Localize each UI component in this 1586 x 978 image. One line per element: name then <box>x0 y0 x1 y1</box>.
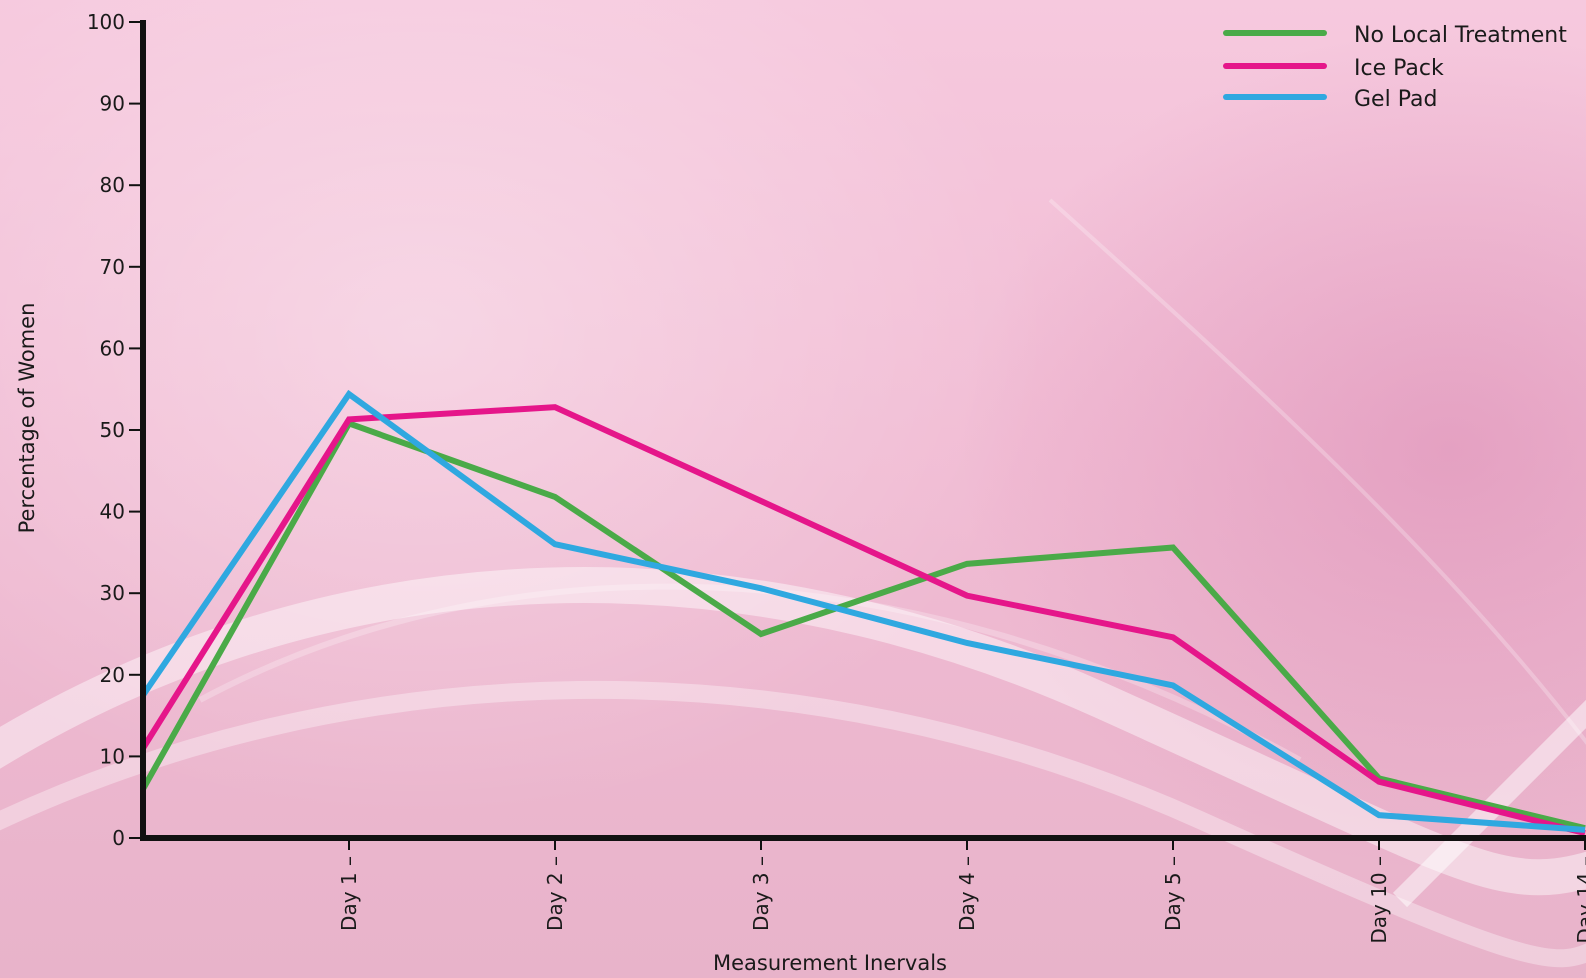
y-tick-label-90: 90 <box>100 92 125 116</box>
x-tick-label-day-3: Day 3 – <box>749 856 773 931</box>
x-tick-label-day-2: Day 2 – <box>543 856 567 931</box>
y-axis-ticks: 0 10 20 30 40 50 60 70 80 90 100 <box>87 10 143 850</box>
x-tick-label-day-4: Day 4 – <box>955 856 979 931</box>
y-tick-label-10: 10 <box>100 744 125 768</box>
legend-label-no-local-treatment: No Local Treatment <box>1354 23 1567 48</box>
y-tick-label-100: 100 <box>87 10 125 34</box>
y-tick-label-40: 40 <box>100 500 125 524</box>
series-line-no-local-treatment <box>140 419 1586 832</box>
x-tick-label-day-5: Day 5 – <box>1161 856 1185 931</box>
y-tick-label-80: 80 <box>100 173 125 197</box>
series-lines <box>140 389 1586 837</box>
y-tick-label-60: 60 <box>100 336 125 360</box>
x-axis-title: Measurement Inervals <box>713 951 947 975</box>
y-tick-label-0: 0 <box>112 826 125 850</box>
legend-label-gel-pad: Gel Pad <box>1354 87 1437 112</box>
y-tick-label-20: 20 <box>100 663 125 687</box>
x-tick-label-day-14: Day 14 – <box>1573 856 1586 944</box>
y-tick-label-50: 50 <box>100 418 125 442</box>
legend: No Local Treatment Ice Pack Gel Pad <box>1223 23 1567 112</box>
y-tick-label-30: 30 <box>100 581 125 605</box>
series-line-gel-pad <box>140 389 1586 833</box>
y-axis-title: Percentage of Women <box>15 303 39 534</box>
y-tick-label-70: 70 <box>100 255 125 279</box>
x-axis-ticks: Day 1 – Day 2 – Day 3 – Day 4 – Day 5 – Day 1… <box>337 838 1586 944</box>
legend-label-ice-pack: Ice Pack <box>1354 56 1444 81</box>
x-tick-label-day-10: Day 10 – <box>1367 856 1391 944</box>
x-tick-label-day-1: Day 1 – <box>337 856 361 931</box>
